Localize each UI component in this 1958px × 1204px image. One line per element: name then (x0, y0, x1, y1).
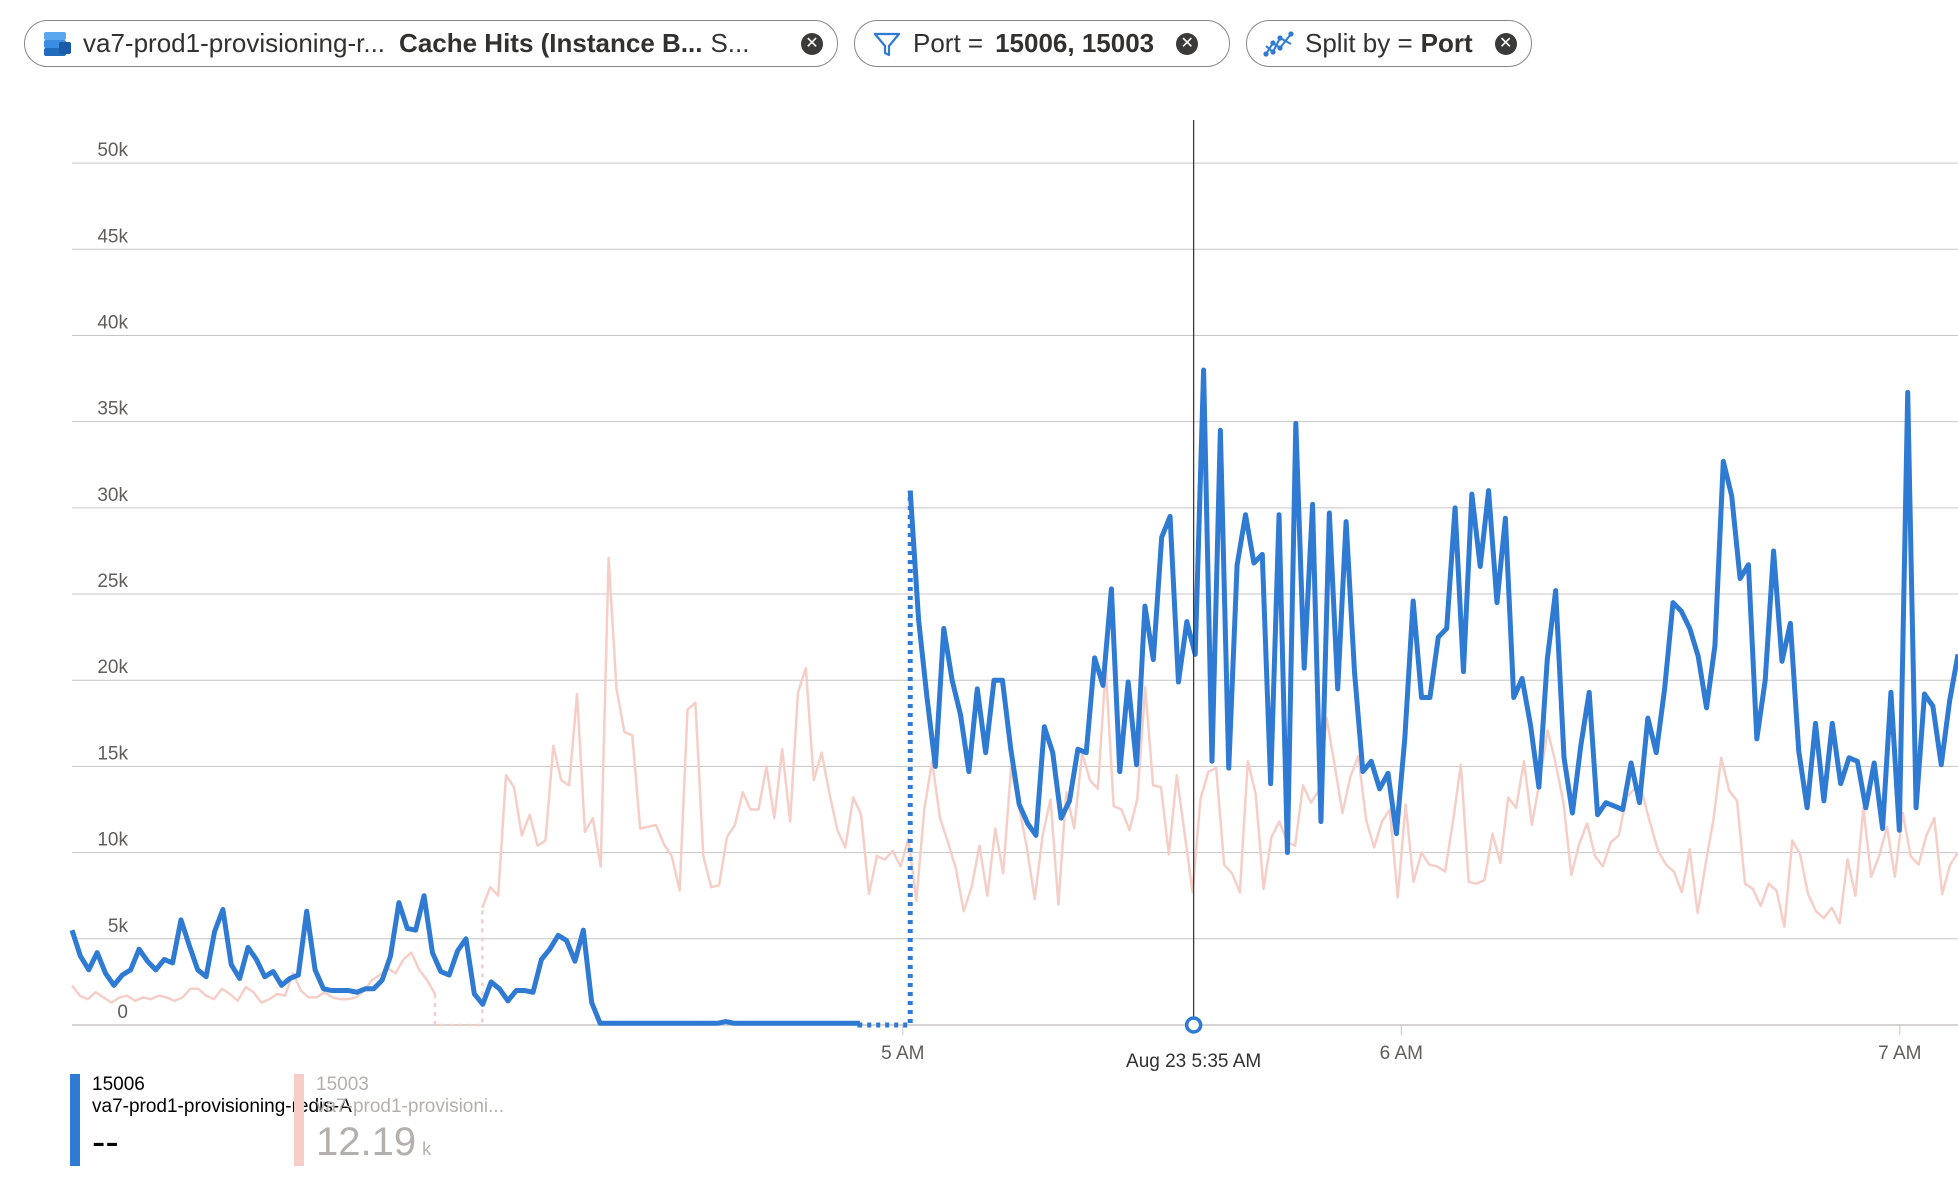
filter-label: Port = (913, 28, 984, 58)
y-tick-label: 15k (97, 743, 128, 764)
y-tick-label: 45k (97, 226, 128, 247)
legend-resource-name: va7-prod1-provisioni... (316, 1096, 504, 1117)
metric-line-chart[interactable]: 0 5k 10k 15k 20k 25k 30k 35k 40k 45k 50k 5 AM 6 AM 7… (0, 120, 1958, 1080)
redis-cache-icon (41, 28, 73, 60)
metric-name: Cache Hits (Instance B... (399, 28, 703, 58)
y-tick-label: 35k (97, 399, 128, 420)
metric-toolbar: va7-prod1-provisioning-r... Cache Hits (… (24, 20, 1532, 69)
series-15006[interactable] (69, 367, 1958, 1028)
remove-filter-close-icon[interactable]: ✕ (1176, 32, 1199, 55)
resource-name: va7-prod1-provisioning-r... (83, 28, 386, 58)
legend-current-value: -- (92, 1120, 119, 1164)
y-tick-label: 0 (117, 1002, 128, 1023)
series-line-15006 (69, 893, 860, 1026)
legend-value-wrap: 12.19 k (316, 1118, 716, 1173)
y-tick-label: 40k (97, 312, 128, 333)
remove-split-close-icon[interactable]: ✕ (1494, 32, 1517, 55)
filter-value: 15006, 15003 (995, 28, 1155, 58)
legend-color-swatch (70, 1074, 80, 1166)
y-tick-label: 20k (97, 657, 128, 678)
legend-color-swatch (294, 1074, 304, 1166)
x-tick-label: 5 AM (881, 1043, 924, 1064)
legend-series-name: 15006 (92, 1074, 145, 1095)
crosshair-time-label: Aug 23 5:35 AM (1126, 1051, 1261, 1072)
series-line-15003 (71, 951, 437, 1004)
remove-metric-close-icon[interactable]: ✕ (801, 32, 823, 55)
series-gap-15006 (857, 490, 913, 1028)
x-tick-label: 7 AM (1878, 1043, 1921, 1064)
aggregation-name: S... (710, 28, 750, 58)
y-tick-label: 25k (97, 571, 128, 592)
filter-icon (871, 28, 903, 60)
filter-pill[interactable]: Port = 15006, 15003 ✕ (854, 20, 1230, 67)
y-tick-label: 30k (97, 485, 128, 506)
split-value: Port (1420, 28, 1473, 58)
legend-value-wrap: -- (92, 1118, 492, 1173)
metric-pill[interactable]: va7-prod1-provisioning-r... Cache Hits (… (24, 20, 838, 67)
series-line-15006 (907, 367, 1958, 856)
y-tick-label: 50k (97, 140, 128, 161)
series-line-15003 (481, 556, 1958, 928)
split-label: Split by = (1305, 28, 1413, 58)
legend-value-unit: k (422, 1139, 432, 1159)
legend-series-name: 15003 (316, 1074, 369, 1095)
y-tick-label: 10k (97, 830, 128, 851)
legend-resource-name: va7-prod1-provisioning-redis-A (92, 1096, 352, 1117)
y-tick-label: 5k (108, 916, 129, 937)
x-tick-label: 6 AM (1380, 1043, 1423, 1064)
split-pill[interactable]: Split by = Port ✕ (1246, 20, 1532, 67)
legend-current-value: 12.19 (316, 1120, 417, 1164)
series-15003[interactable] (71, 556, 1958, 1027)
series-gap-15003 (433, 907, 484, 1027)
crosshair-point (1184, 1016, 1203, 1034)
split-icon (1263, 28, 1295, 60)
